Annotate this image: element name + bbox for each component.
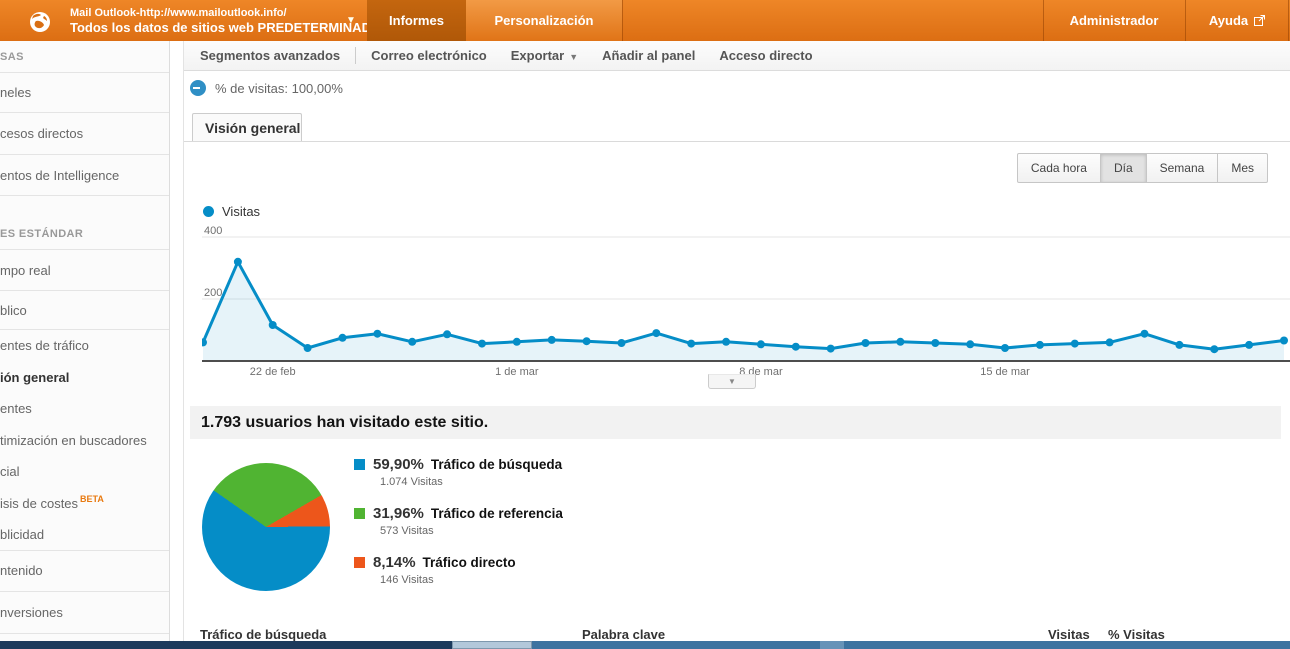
sidebar-item[interactable]: isis de costes BETA — [0, 494, 104, 511]
email-button[interactable]: Correo electrónico — [371, 48, 487, 63]
bottom-scrollbar-light-segment — [820, 641, 844, 649]
sidebar-item[interactable]: blicidad — [0, 519, 169, 551]
account-url: Mail Outlook-http://www.mailoutlook.info… — [70, 7, 287, 19]
top-bar: Mail Outlook-http://www.mailoutlook.info… — [0, 0, 1290, 41]
advanced-segments-button[interactable]: Segmentos avanzados — [200, 48, 341, 63]
chevron-down-icon: ▼ — [569, 52, 579, 62]
legend-entry-direct: 8,14% Tráfico directo 146 Visitas — [354, 554, 563, 586]
segment-circle-icon — [190, 80, 206, 96]
referral-traffic-pct: 31,96% — [373, 505, 424, 522]
tab-baseline — [184, 141, 1290, 142]
visits-line-chart[interactable] — [202, 230, 1290, 363]
tab-informes[interactable]: Informes — [367, 0, 466, 41]
sidebar-item[interactable]: cesos directos — [0, 113, 169, 155]
chevron-down-icon: ▼ — [346, 15, 356, 26]
line-chart-legend: Visitas — [203, 204, 260, 219]
direct-traffic-label: Tráfico directo — [422, 555, 516, 570]
direct-traffic-visits: 146 Visitas — [380, 574, 434, 586]
y-axis-tick-200: 200 — [204, 287, 223, 299]
column-header-trafico-busqueda: Tráfico de búsqueda — [200, 627, 327, 642]
pie-legend: 59,90% Tráfico de búsqueda 1.074 Visitas… — [354, 456, 563, 603]
direct-traffic-pct: 8,14% — [373, 554, 416, 571]
account-selector[interactable]: Mail Outlook-http://www.mailoutlook.info… — [24, 2, 381, 40]
legend-entry-search: 59,90% Tráfico de búsqueda 1.074 Visitas — [354, 456, 563, 488]
referral-traffic-label: Tráfico de referencia — [430, 506, 563, 521]
search-traffic-visits: 1.074 Visitas — [380, 476, 443, 488]
bottom-scrollbar-thumb[interactable] — [452, 641, 532, 649]
direct-traffic-swatch-icon — [354, 557, 365, 568]
column-header-pct-visitas: % Visitas — [1108, 627, 1165, 642]
export-button[interactable]: Exportar ▼ — [510, 48, 579, 63]
sidebar-section-header: ES ESTÁNDAR — [0, 196, 169, 250]
sidebar-item[interactable]: timización en buscadores — [0, 432, 147, 448]
chart-collapse-handle[interactable]: ▼ — [708, 374, 756, 389]
search-traffic-label: Tráfico de búsqueda — [430, 457, 563, 472]
tab-personalizacion[interactable]: Personalización — [466, 0, 622, 41]
shortcut-button[interactable]: Acceso directo — [719, 48, 813, 63]
beta-badge: BETA — [80, 494, 104, 505]
column-header-palabra-clave: Palabra clave — [582, 627, 666, 642]
column-header-visitas: Visitas — [1048, 627, 1090, 642]
button-dia[interactable]: Día — [1100, 153, 1147, 183]
search-traffic-swatch-icon — [354, 459, 365, 470]
visits-series-label: Visitas — [222, 204, 261, 219]
sidebar-item[interactable]: nversiones — [0, 592, 169, 634]
referral-traffic-swatch-icon — [354, 508, 365, 519]
report-toolbar: Segmentos avanzados Correo electrónico E… — [184, 41, 1290, 71]
visits-percentage-badge[interactable]: % de visitas: 100,00% — [190, 80, 343, 96]
toolbar-divider — [355, 47, 357, 64]
time-granularity-group: Cada hora Día Semana Mes — [1016, 153, 1268, 183]
x-axis-labels: 22 de feb 1 de mar 8 de mar 15 de mar — [202, 366, 1290, 381]
bottom-scrollbar-dark-segment — [0, 641, 452, 649]
x-axis-tick-label: 1 de mar — [495, 366, 539, 378]
legend-entry-referral: 31,96% Tráfico de referencia 573 Visitas — [354, 505, 563, 537]
visits-percentage-label: % de visitas: 100,00% — [215, 80, 343, 96]
button-semana[interactable]: Semana — [1146, 153, 1219, 183]
sidebar-item[interactable]: entes de tráfico — [0, 338, 89, 354]
x-axis-tick-label: 22 de feb — [249, 366, 296, 378]
topbar-divider — [622, 0, 623, 41]
admin-button[interactable]: Administrador — [1069, 13, 1159, 28]
sidebar-section-header: SAS — [0, 41, 169, 73]
content-left-border — [183, 41, 184, 641]
account-profile: Todos los datos de sitios web PREDETERMI… — [70, 20, 382, 35]
referral-traffic-visits: 573 Visitas — [380, 525, 434, 537]
sidebar-item[interactable]: entos de Intelligence — [0, 155, 169, 196]
y-axis-tick-400: 400 — [204, 225, 223, 237]
search-traffic-pct: 59,90% — [373, 456, 424, 473]
sidebar-item[interactable]: cial — [0, 464, 20, 480]
topbar-divider — [1185, 0, 1186, 41]
sidebar: SAS neles cesos directos entos de Intellige… — [0, 41, 170, 641]
topbar-divider — [1043, 0, 1044, 41]
button-cada-hora[interactable]: Cada hora — [1016, 153, 1101, 183]
button-mes[interactable]: Mes — [1218, 153, 1268, 183]
sidebar-item[interactable]: ntenido — [0, 551, 169, 592]
sidebar-item[interactable]: blico — [0, 291, 169, 330]
add-to-dashboard-button[interactable]: Añadir al panel — [602, 48, 696, 63]
sidebar-item[interactable]: ión general — [0, 369, 70, 385]
traffic-sources-pie-chart[interactable] — [202, 463, 330, 591]
bottom-scrollbar-track — [0, 641, 1290, 649]
tab-vision-general[interactable]: Visión general — [192, 113, 302, 141]
visits-series-dot-icon — [203, 206, 214, 217]
topbar-divider — [1288, 0, 1289, 41]
sidebar-item[interactable]: mpo real — [0, 250, 169, 291]
external-link-icon — [1254, 1, 1266, 42]
x-axis-tick-label: 15 de mar — [980, 366, 1030, 378]
sidebar-item[interactable]: entes — [0, 401, 32, 417]
sidebar-item[interactable]: neles — [0, 73, 169, 113]
help-button[interactable]: Ayuda — [1186, 0, 1288, 41]
visitors-headline: 1.793 usuarios han visitado este sitio. — [190, 406, 1281, 439]
globe-icon — [28, 10, 52, 34]
